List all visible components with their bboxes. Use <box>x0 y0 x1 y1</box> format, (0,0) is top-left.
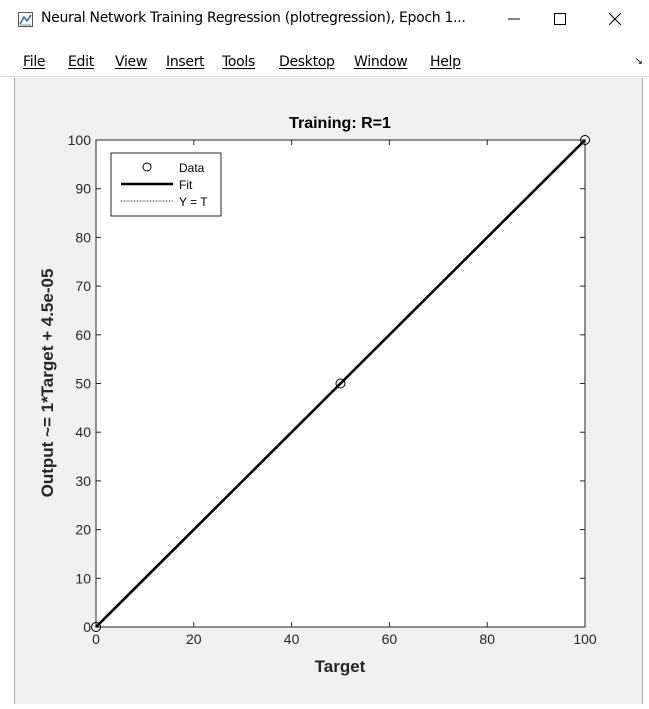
menu-file[interactable]: File <box>23 54 46 70</box>
x-tick-label: 80 <box>479 631 495 647</box>
x-tick-label: 20 <box>186 631 202 647</box>
legend-data-marker <box>142 162 152 172</box>
minimize-button[interactable] <box>491 4 537 34</box>
title-bar[interactable]: Neural Network Training Regression (plot… <box>0 0 649 38</box>
series-fit-line <box>95 139 586 628</box>
y-tick-label: 40 <box>75 424 91 440</box>
y-tick-label: 90 <box>75 181 91 197</box>
y-tick-label: 50 <box>75 376 91 392</box>
close-icon <box>609 13 621 25</box>
legend-label-data: Data <box>179 161 205 175</box>
y-tick-label: 60 <box>75 327 91 343</box>
y-tick-label: 70 <box>75 278 91 294</box>
menu-window[interactable]: Window <box>354 54 408 70</box>
x-tick-label: 100 <box>573 631 597 647</box>
x-axis-label: Target <box>315 657 366 676</box>
minimize-icon <box>508 18 520 20</box>
y-tick-label: 10 <box>75 570 91 586</box>
y-tick-label: 30 <box>75 473 91 489</box>
maximize-button[interactable] <box>537 4 583 34</box>
legend-label-fit: Fit <box>179 178 193 192</box>
menu-desktop[interactable]: Desktop <box>279 54 335 70</box>
x-tick-label: 40 <box>284 631 300 647</box>
menu-bar: File Edit View Insert Tools Desktop Wind… <box>0 50 649 77</box>
x-tick-label: 60 <box>382 631 398 647</box>
dock-arrow-icon[interactable]: ↘ <box>634 56 643 67</box>
regression-plot: 0 20 40 60 80 100 0 10 20 30 40 50 60 70 80 90 100 Train… <box>38 115 597 676</box>
legend-label-y-equals-t: Y = T <box>179 195 208 209</box>
x-tick-label: 0 <box>92 631 100 647</box>
y-tick-label: 20 <box>75 522 91 538</box>
data-point <box>335 378 346 389</box>
window-title: Neural Network Training Regression (plot… <box>41 10 466 26</box>
legend[interactable]: Data Fit Y = T <box>110 152 222 217</box>
menu-insert[interactable]: Insert <box>166 54 205 70</box>
y-tick-label: 0 <box>83 619 91 635</box>
y-tick-label: 100 <box>68 132 92 148</box>
chart-title: Training: R=1 <box>289 115 391 132</box>
menu-edit[interactable]: Edit <box>68 54 94 70</box>
close-button[interactable] <box>592 4 638 34</box>
y-axis-label: Output ~= 1*Target + 4.5e-05 <box>38 269 57 498</box>
y-tick-label: 80 <box>75 229 91 245</box>
data-point <box>580 135 590 145</box>
matlab-figure-icon <box>18 12 33 27</box>
menu-help[interactable]: Help <box>430 54 461 70</box>
data-point <box>91 622 101 632</box>
menu-tools[interactable]: Tools <box>222 54 255 70</box>
figure-area: 0 20 40 60 80 100 0 10 20 30 40 50 60 70 80 90 100 Train… <box>14 78 643 704</box>
menu-view[interactable]: View <box>115 54 148 70</box>
plot-marks <box>91 135 590 632</box>
maximize-icon <box>554 13 566 25</box>
axis-ticks: 0 20 40 60 80 100 0 10 20 30 40 50 60 70 80 90 100 <box>68 132 597 647</box>
